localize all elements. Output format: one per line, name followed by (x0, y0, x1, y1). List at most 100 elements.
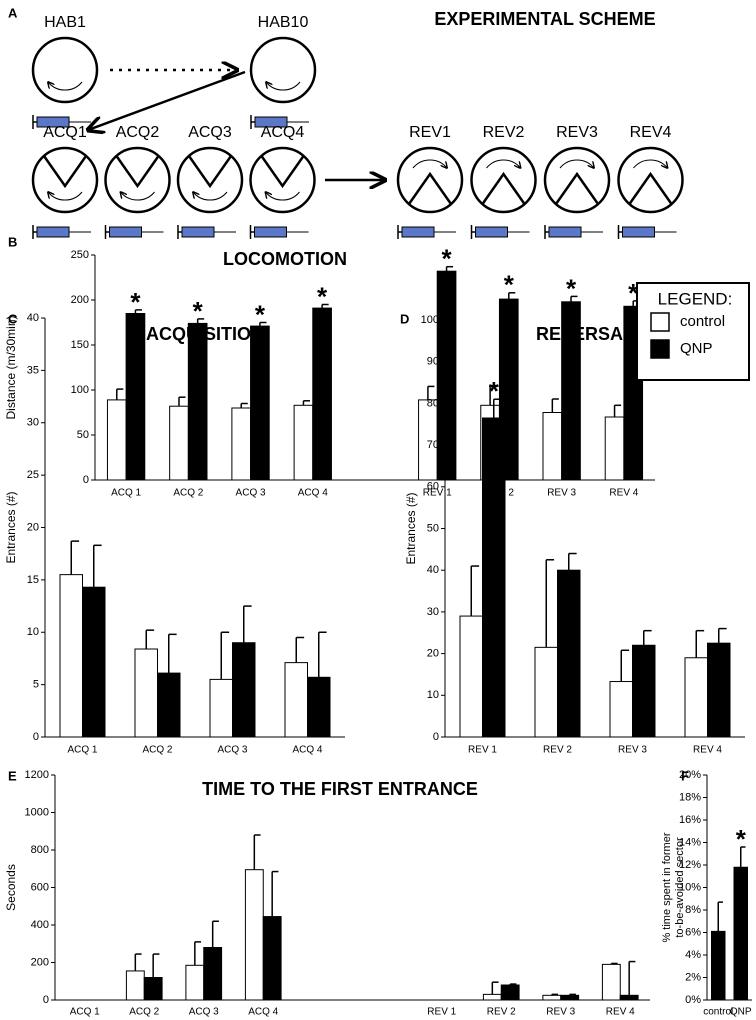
rotation-arrow (121, 192, 155, 201)
x-tick-label: REV 1 (423, 488, 452, 499)
rotation-arrow (48, 192, 83, 201)
bar (307, 676, 331, 738)
y-tick-label: 6% (685, 926, 701, 938)
y-tick-label: 100 (421, 314, 439, 326)
panel-letter: E (8, 768, 17, 783)
legend-label: control (680, 313, 725, 330)
y-tick-label: 60 (427, 481, 439, 493)
x-tick-label: REV 3 (546, 1007, 575, 1018)
bar (684, 657, 708, 738)
arena-label: ACQ1 (43, 124, 87, 141)
y-tick-label: 5 (33, 679, 39, 691)
bar (125, 313, 146, 481)
significance-marker: * (441, 244, 452, 274)
syringe (622, 226, 655, 238)
y-axis-label: Entrances (#) (4, 491, 18, 563)
arena (104, 146, 171, 214)
y-tick-label: 12% (679, 859, 701, 871)
x-tick-label: ACQ 1 (111, 488, 141, 499)
y-tick-label: 0 (83, 474, 89, 486)
y-tick-label: 40 (427, 564, 439, 576)
significance-marker: * (628, 278, 639, 308)
arena (249, 36, 317, 104)
arena (249, 146, 316, 214)
bar (711, 930, 726, 1001)
y-tick-label: 18% (679, 791, 701, 803)
y-tick-label: 50 (427, 522, 439, 534)
y-tick-label: 200 (71, 294, 89, 306)
arena-label: ACQ4 (261, 124, 305, 141)
shock-sector (115, 155, 160, 189)
significance-marker: * (255, 299, 266, 329)
bar (143, 977, 163, 1001)
shock-sector (42, 155, 88, 189)
chart-title: TIME TO THE FIRST ENTRANCE (202, 779, 478, 799)
panel-letter: D (400, 311, 409, 326)
y-tick-label: 20 (27, 521, 39, 533)
significance-marker: * (736, 824, 747, 854)
significance-marker: * (130, 287, 141, 317)
bar (500, 984, 520, 1001)
y-tick-label: 0 (433, 731, 439, 743)
bar (604, 416, 625, 481)
y-tick-label: 10% (679, 881, 701, 893)
arena (176, 146, 244, 214)
rotation-arrow (193, 192, 228, 201)
y-tick-label: 2% (685, 971, 701, 983)
bar (707, 642, 731, 738)
x-tick-label: ACQ 3 (236, 488, 266, 499)
bar (250, 325, 270, 481)
y-tick-label: 400 (31, 919, 49, 931)
shock-sector (187, 155, 233, 189)
bar (733, 866, 748, 1001)
x-tick-label: REV 1 (427, 1007, 456, 1018)
bar (157, 672, 181, 738)
x-tick-label: REV 2 (543, 745, 572, 756)
bar (436, 270, 457, 481)
x-tick-label: REV 4 (693, 745, 722, 756)
syringe (181, 226, 215, 238)
bar (312, 307, 332, 481)
legend-swatch (650, 312, 670, 332)
arena (543, 146, 611, 214)
y-tick-label: 16% (679, 814, 701, 826)
y-tick-label: 1000 (25, 806, 49, 818)
x-tick-label: REV 3 (618, 745, 647, 756)
bar (231, 407, 252, 481)
panel-letter: B (8, 234, 17, 249)
panel-letter: F (681, 768, 689, 783)
arena (31, 146, 99, 214)
bar (557, 569, 581, 738)
arena-label: ACQ3 (188, 124, 232, 141)
y-tick-label: 20% (679, 769, 701, 781)
significance-marker: * (489, 376, 500, 406)
bar (169, 405, 189, 481)
legend-label: QNP (680, 340, 713, 357)
significance-marker: * (504, 270, 515, 300)
arena-label: REV2 (483, 124, 525, 141)
bar (619, 994, 639, 1001)
x-tick-label: REV 4 (606, 1007, 635, 1018)
x-tick-label: ACQ 2 (142, 745, 172, 756)
bar (609, 681, 633, 738)
x-tick-label: REV 2 (487, 1007, 516, 1018)
arena-label: HAB1 (44, 14, 86, 31)
x-tick-label: REV 4 (609, 488, 638, 499)
bar (542, 412, 563, 481)
arena-label: REV4 (630, 124, 672, 141)
y-axis-label: % time spent in former (661, 832, 673, 942)
arena (617, 146, 684, 214)
chart-title: LOCOMOTION (223, 249, 347, 269)
y-tick-label: 35 (27, 364, 39, 376)
bar (134, 648, 158, 738)
bar (232, 642, 256, 738)
y-tick-label: 14% (679, 836, 701, 848)
bar (82, 586, 106, 738)
x-tick-label: REV 3 (547, 488, 576, 499)
y-tick-label: 40 (27, 312, 39, 324)
arena-label: HAB10 (258, 14, 309, 31)
syringe (548, 226, 582, 238)
arena (31, 36, 99, 104)
y-tick-label: 250 (71, 249, 89, 261)
